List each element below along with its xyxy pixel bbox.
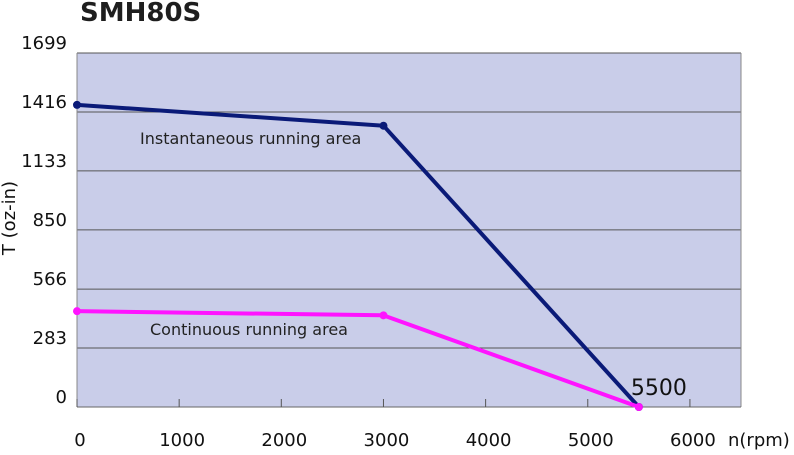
x-tick-label: 4000 [466,430,512,451]
y-tick-label: 0 [56,387,67,408]
y-axis-label: T (oz-in) [0,181,20,256]
x-tick-label: 6000 [670,430,716,451]
series-point-1 [379,121,388,130]
axes [76,53,742,408]
annotation-label: 5500 [631,376,687,401]
series-point-2 [73,307,81,316]
x-tick-label: 1000 [159,430,205,451]
y-tick-label: 850 [33,210,67,231]
series-labels: Instantaneous running area Continuous run… [140,129,687,401]
gridlines [77,52,741,349]
x-axis-ticks: 0 1000 2000 3000 4000 5000 6000 [74,399,716,451]
y-tick-label: 1416 [21,92,67,113]
series-layer [73,100,643,411]
x-tick-label: 2000 [261,430,307,451]
y-tick-label: 566 [33,269,67,290]
x-tick-label: 3000 [364,430,410,451]
x-tick-label: 5000 [568,430,614,451]
y-tick-label: 1133 [21,151,67,172]
series-point-2 [634,403,643,411]
series-label-1: Instantaneous running area [140,129,361,148]
series-point-1 [73,100,81,109]
series-point-2 [379,311,388,320]
x-axis-label: n(rpm) [728,430,790,451]
y-axis-ticks: 0 283 566 850 1133 1416 1699 [21,33,67,408]
y-tick-label: 1699 [21,33,67,54]
x-tick-label: 0 [74,430,85,451]
y-tick-label: 283 [33,328,67,349]
chart-title: SMH80S [80,0,201,28]
series-label-2: Continuous running area [150,320,348,339]
